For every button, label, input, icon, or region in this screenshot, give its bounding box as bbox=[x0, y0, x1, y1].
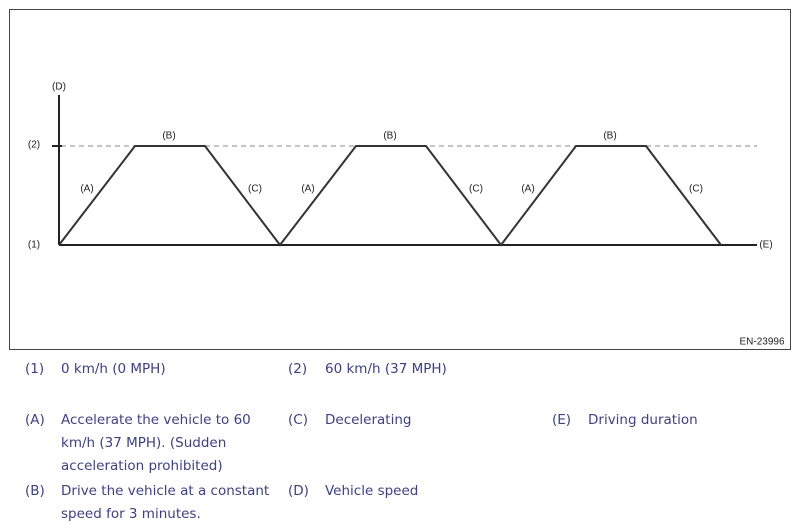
phase-label: (A) bbox=[301, 184, 314, 195]
axis-label: (E) bbox=[759, 240, 772, 251]
figure-code: EN-23996 bbox=[739, 337, 784, 348]
phase-label: (C) bbox=[689, 184, 703, 195]
legend-text: Accelerate the vehicle to 60 km/h (37 MP… bbox=[61, 412, 251, 474]
legend-text: Vehicle speed bbox=[325, 483, 419, 499]
level-label: (1) bbox=[28, 240, 40, 251]
legend-key: (A) bbox=[25, 412, 45, 428]
legend-text: 0 km/h (0 MPH) bbox=[61, 361, 166, 377]
phase-label: (B) bbox=[162, 131, 175, 142]
legend-text: 60 km/h (37 MPH) bbox=[325, 361, 447, 377]
axis-label: (D) bbox=[52, 82, 66, 93]
phase-label: (C) bbox=[248, 184, 262, 195]
phase-label: (B) bbox=[383, 131, 396, 142]
legend-key: (B) bbox=[25, 483, 45, 499]
legend-key: (2) bbox=[288, 361, 308, 377]
phase-label: (A) bbox=[521, 184, 534, 195]
level-label: (2) bbox=[28, 140, 40, 151]
phase-label: (B) bbox=[603, 131, 616, 142]
legend-key: (1) bbox=[25, 361, 45, 377]
legend-text: Decelerating bbox=[325, 412, 412, 428]
legend-text: Drive the vehicle at a constant speed fo… bbox=[61, 483, 270, 522]
phase-label: (C) bbox=[469, 184, 483, 195]
diagram: (D) (E) (2) (1) (A) (B) (C) (A) (B) (C) … bbox=[9, 9, 791, 350]
frame bbox=[9, 9, 791, 350]
legend-text: Driving duration bbox=[588, 412, 698, 428]
speed-profile bbox=[58, 145, 722, 247]
phase-label: (A) bbox=[80, 184, 93, 195]
legend-key: (E) bbox=[552, 412, 572, 428]
legend-key: (D) bbox=[288, 483, 309, 499]
legend-key: (C) bbox=[288, 412, 308, 428]
